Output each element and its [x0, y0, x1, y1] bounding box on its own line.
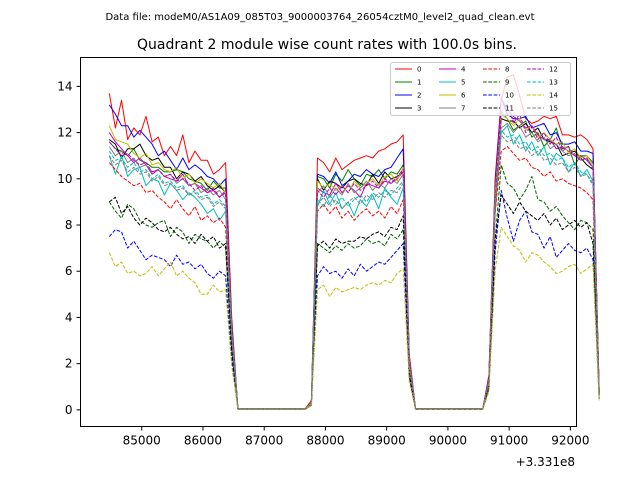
- legend-label-8: 8: [505, 66, 509, 74]
- legend-label-5: 5: [461, 79, 465, 87]
- series-line-1: [108, 111, 600, 410]
- legend-label-0: 0: [417, 66, 421, 74]
- series-line-11: [108, 194, 600, 410]
- series-line-0: [108, 74, 600, 410]
- series-line-5: [108, 125, 600, 410]
- plot-frame: [80, 57, 577, 427]
- x-tick-label: 87000: [245, 434, 283, 448]
- series-line-7: [108, 122, 600, 410]
- y-tick-label: 10: [57, 172, 72, 186]
- legend-label-9: 9: [505, 79, 509, 87]
- legend-label-13: 13: [549, 79, 558, 87]
- legend-label-4: 4: [461, 66, 466, 74]
- y-tick-label: 0: [65, 403, 73, 417]
- legend-label-15: 15: [549, 105, 558, 113]
- legend-label-7: 7: [461, 105, 465, 113]
- series-layer: [108, 74, 600, 410]
- y-tick-label: 4: [65, 310, 73, 324]
- x-axis: 85000 86000 87000 88000 89000 90000 91000 92000: [123, 426, 589, 448]
- series-line-4: [108, 97, 600, 410]
- series-line-12: [108, 104, 600, 410]
- x-tick-label: 85000: [123, 434, 161, 448]
- x-tick-label: 89000: [368, 434, 406, 448]
- legend-label-12: 12: [549, 66, 558, 74]
- x-tick-label: 90000: [429, 434, 467, 448]
- y-tick-label: 2: [65, 357, 73, 371]
- series-line-6: [108, 113, 600, 410]
- y-tick-label: 12: [57, 126, 72, 140]
- legend-label-11: 11: [505, 105, 514, 113]
- chart-title: Quadrant 2 module wise count rates with …: [137, 37, 517, 53]
- series-line-10: [108, 189, 600, 410]
- y-tick-label: 14: [57, 79, 72, 93]
- legend-label-10: 10: [505, 92, 514, 100]
- legend-label-2: 2: [417, 92, 421, 100]
- x-offset-label: +3.331e8: [516, 455, 575, 469]
- x-tick-label: 92000: [551, 434, 589, 448]
- legend-box: [390, 62, 571, 116]
- y-tick-label: 6: [65, 264, 73, 278]
- y-axis: 0 2 4 6 8 10 12 14: [57, 79, 81, 417]
- legend-label-1: 1: [417, 79, 421, 87]
- y-tick-label: 8: [65, 218, 73, 232]
- x-tick-label: 88000: [306, 434, 344, 448]
- legend-label-3: 3: [417, 105, 421, 113]
- legend-label-14: 14: [549, 92, 558, 100]
- series-line-8: [108, 146, 600, 410]
- series-line-15: [108, 134, 600, 410]
- x-tick-label: 91000: [490, 434, 528, 448]
- series-line-13: [108, 129, 600, 410]
- legend-label-6: 6: [461, 92, 466, 100]
- x-tick-label: 86000: [184, 434, 222, 448]
- series-line-14: [108, 226, 600, 410]
- series-line-9: [108, 164, 600, 410]
- series-line-2: [108, 97, 600, 410]
- chart-suptitle: Data file: modeM0/AS1A09_085T03_90000037…: [105, 12, 534, 23]
